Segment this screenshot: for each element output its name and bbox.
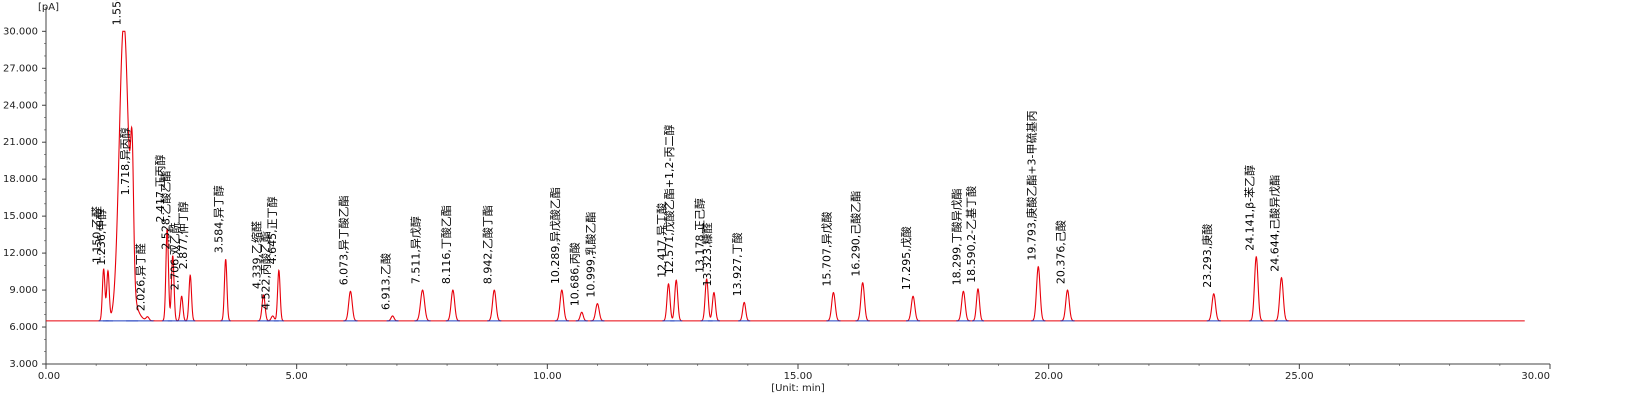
- peak-label: 20.376,己酸: [1054, 220, 1068, 284]
- x-tick-label: 20.00: [1034, 371, 1063, 382]
- peak-label: 2.528,乙酸乙酯: [159, 171, 173, 250]
- peak-label: 10.289,异戊酸乙酯: [548, 187, 562, 284]
- peak-label: 2.026,异丁醛: [134, 243, 148, 311]
- peak-label: 12.571,戊酸乙酯+1,2-丙二醇: [662, 125, 676, 275]
- peak-label: 6.913,乙酸: [379, 253, 393, 310]
- peak-label: 2.706,双乙酰: [168, 222, 182, 290]
- peak-label: 2.417,正丙醇: [153, 154, 167, 222]
- peak-label: 15.707,异戊酸: [819, 212, 833, 287]
- x-tick-label: 5.00: [286, 371, 308, 382]
- peak-label: 2.877,仲丁醇: [176, 201, 190, 269]
- peak-label: 7.511,异戊醇: [409, 216, 423, 284]
- peak-label: 4.339,乙缩醛: [250, 221, 264, 289]
- peak-label: 4.522,丙酸乙酯: [259, 231, 273, 310]
- y-tick-label: 18.000: [3, 174, 38, 185]
- peak-label: 23.293,庚酸: [1200, 224, 1214, 288]
- peak-label: 24.141,β-苯乙醇: [1242, 165, 1256, 251]
- peak-label: 1.150,乙醛: [90, 206, 104, 263]
- y-axis-label: [pA]: [38, 2, 59, 13]
- peak-label: 4.645,正丁醇: [265, 196, 279, 264]
- y-tick-label: 27.000: [3, 63, 38, 74]
- signal-trace: [46, 30, 1525, 322]
- y-tick-label: 21.000: [3, 137, 38, 148]
- peak-label: 19.793,庚酸乙酯+3-甲硫基丙: [1024, 110, 1038, 260]
- y-tick-label: 6.000: [9, 322, 38, 333]
- x-tick-label: 0.00: [38, 371, 60, 382]
- peak-label: 13.178,正己醇: [693, 198, 707, 273]
- y-tick-label: 24.000: [3, 100, 38, 111]
- x-tick-label: 25.00: [1285, 371, 1314, 382]
- y-tick-label: 3.000: [9, 359, 38, 370]
- x-axis-label: [Unit: min]: [771, 383, 825, 394]
- peak-label: 12.417,异丁酸: [655, 203, 669, 278]
- y-tick-label: 15.000: [3, 211, 38, 222]
- y-tick-label: 9.000: [9, 285, 38, 296]
- y-tick-label: 30.000: [3, 26, 38, 37]
- peak-label: 3.584,异丁醇: [212, 185, 226, 253]
- peak-label: 1.236,甲醇: [94, 209, 108, 266]
- peak-label: 1.550,乙醇: [110, 0, 124, 25]
- peak-label: 16.290,己酸乙酯: [849, 191, 863, 277]
- peak-label: 10.686,丙酸: [568, 242, 582, 306]
- peak-label: 6.073,异丁酸乙酯: [336, 195, 350, 285]
- peak-label: 1.718,异丙醇: [118, 127, 132, 195]
- peak-label: 13.927,丁酸: [730, 232, 744, 296]
- x-tick-label: 10.00: [533, 371, 562, 382]
- y-tick-label: 12.000: [3, 248, 38, 259]
- peak-label: 18.590,2-乙基丁酸: [964, 186, 978, 283]
- peak-label: 13.323,糠醛: [700, 223, 714, 287]
- peak-label: 8.116,丁酸乙酯: [439, 205, 453, 284]
- peak-label: 17.295,戊酸: [899, 226, 913, 290]
- x-tick-label: 15.00: [784, 371, 813, 382]
- x-tick-label: 30.00: [1521, 371, 1550, 382]
- peak-label: 18.299,丁酸异戊酯: [949, 188, 963, 285]
- peak-label: 24.644,己酸异戊酯: [1267, 175, 1281, 272]
- peak-label: 8.942,乙酸丁酯: [480, 205, 494, 284]
- peak-label: 10.999,乳酸乙酯: [583, 212, 597, 298]
